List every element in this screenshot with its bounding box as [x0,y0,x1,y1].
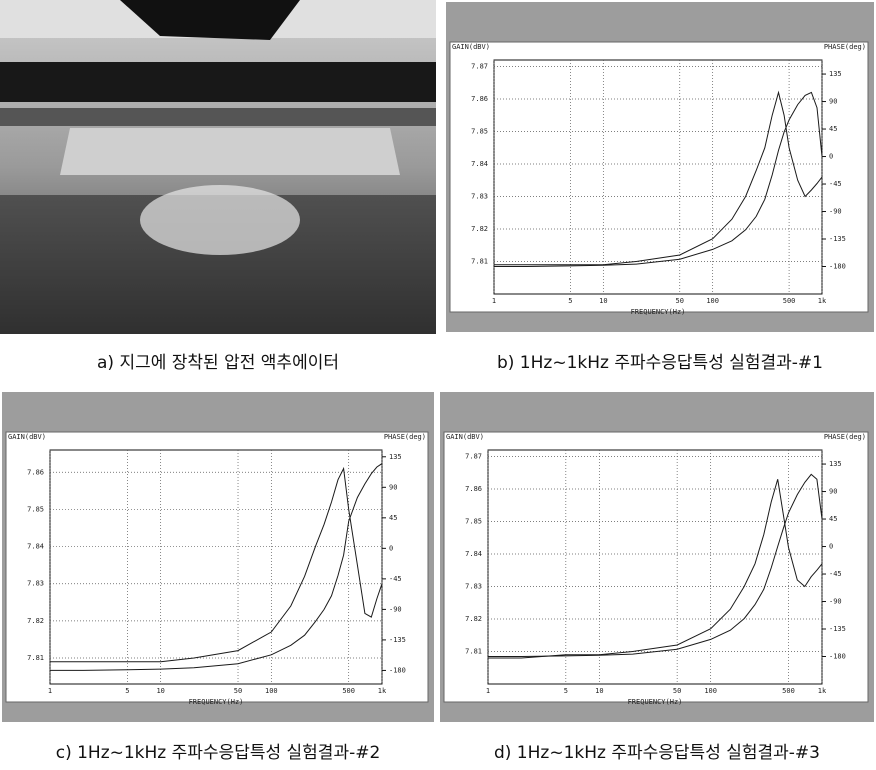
y-axis-label: GAIN(dBV) [452,43,490,51]
photo [0,0,436,334]
y2-tick-label: 45 [829,125,837,133]
y2-tick-label: -45 [829,570,842,578]
y2-axis-label: PHASE(deg) [824,433,866,441]
y2-tick-label: -180 [829,653,846,661]
y2-tick-label: -180 [389,666,406,674]
y-tick-label: 7.85 [471,128,488,136]
y2-tick-label: 135 [829,70,842,78]
y2-tick-label: 135 [389,453,402,461]
x-tick-label: 10 [156,687,164,695]
y2-tick-label: 0 [829,543,833,551]
x-tick-label: 1 [486,687,490,695]
x-tick-label: 5 [568,297,572,305]
y-tick-label: 7.86 [471,95,488,103]
x-tick-label: 500 [342,687,355,695]
y2-tick-label: 0 [389,544,393,552]
y-tick-label: 7.83 [471,193,488,201]
y-tick-label: 7.82 [27,617,44,625]
x-tick-label: 50 [234,687,242,695]
x-tick-label: 1k [818,687,827,695]
y-tick-label: 7.83 [465,583,482,591]
caption: d) 1Hz~1kHz 주파수응답특성 실험결과-#3 [494,743,820,763]
y2-tick-label: -45 [829,180,842,188]
y2-tick-label: -135 [829,625,846,633]
y2-axis-label: PHASE(deg) [824,43,866,51]
plot-window [450,42,868,312]
x-tick-label: 10 [599,297,607,305]
x-tick-label: 100 [265,687,278,695]
y2-tick-label: -90 [389,605,402,613]
y-tick-label: 7.84 [465,550,482,558]
x-tick-label: 1k [378,687,387,695]
y2-axis-label: PHASE(deg) [384,433,426,441]
y2-tick-label: -180 [829,263,846,271]
x-tick-label: 500 [782,687,795,695]
x-tick-label: 5 [125,687,129,695]
y-tick-label: 7.82 [465,615,482,623]
x-tick-label: 500 [783,297,796,305]
x-tick-label: 1 [492,297,496,305]
y-axis-label: GAIN(dBV) [446,433,484,441]
y2-tick-label: 0 [829,153,833,161]
x-tick-label: 5 [564,687,568,695]
y2-tick-label: 45 [829,515,837,523]
x-tick-label: 50 [673,687,681,695]
y2-tick-label: 45 [389,514,397,522]
y2-tick-label: 90 [829,98,837,106]
page: a) 지그에 장착된 압전 액추에이터 GAIN(dBV) PHASE(deg) F… [0,0,876,770]
y-axis-label: GAIN(dBV) [8,433,46,441]
y2-tick-label: -90 [829,208,842,216]
caption: c) 1Hz~1kHz 주파수응답특성 실험결과-#2 [56,743,381,763]
x-axis-label: FREQUENCY(Hz) [631,308,686,316]
y-tick-label: 7.85 [465,518,482,526]
y-tick-label: 7.87 [465,453,482,461]
caption: b) 1Hz~1kHz 주파수응답특성 실험결과-#1 [497,353,823,373]
x-axis-label: FREQUENCY(Hz) [628,698,683,706]
x-tick-label: 100 [704,687,717,695]
y2-tick-label: -135 [829,235,846,243]
y-tick-label: 7.81 [471,258,488,266]
y-tick-label: 7.85 [27,505,44,513]
y-tick-label: 7.83 [27,580,44,588]
x-tick-label: 10 [595,687,603,695]
x-tick-label: 50 [676,297,684,305]
y-tick-label: 7.86 [465,485,482,493]
y2-tick-label: -135 [389,636,406,644]
x-tick-label: 100 [706,297,719,305]
y2-tick-label: -45 [389,575,402,583]
y2-tick-label: -90 [829,598,842,606]
y-tick-label: 7.81 [465,648,482,656]
figure: a) 지그에 장착된 압전 액추에이터 GAIN(dBV) PHASE(deg) F… [0,0,876,770]
y-tick-label: 7.84 [471,160,488,168]
y2-tick-label: 90 [389,483,397,491]
x-tick-label: 1 [48,687,52,695]
y-tick-label: 7.81 [27,654,44,662]
caption: a) 지그에 장착된 압전 액추에이터 [97,353,339,373]
y-tick-label: 7.82 [471,225,488,233]
x-axis-label: FREQUENCY(Hz) [189,698,244,706]
y-tick-label: 7.87 [471,63,488,71]
y-tick-label: 7.86 [27,468,44,476]
plot-window [444,432,868,702]
y2-tick-label: 135 [829,460,842,468]
y2-tick-label: 90 [829,488,837,496]
y-tick-label: 7.84 [27,543,44,551]
x-tick-label: 1k [818,297,827,305]
